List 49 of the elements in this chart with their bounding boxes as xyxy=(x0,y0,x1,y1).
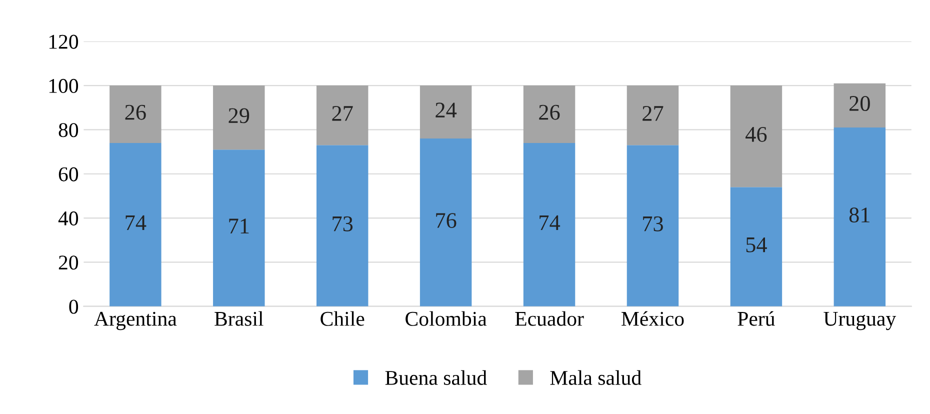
x-tick-label: Colombia xyxy=(406,311,487,326)
x-tick-label: Ecuador xyxy=(515,311,584,326)
data-label: 76 xyxy=(436,213,456,228)
data-label: 54 xyxy=(746,237,767,252)
bar xyxy=(213,86,265,150)
bar xyxy=(110,142,162,306)
bar xyxy=(730,86,782,188)
bar xyxy=(626,145,679,306)
data-label: 74 xyxy=(126,215,146,230)
bar xyxy=(420,86,472,139)
data-label: 27 xyxy=(642,106,664,121)
x-tick-label: Argentina xyxy=(94,312,177,330)
bar xyxy=(523,86,576,143)
y-tick-label: 40 xyxy=(58,211,78,226)
data-label: 73 xyxy=(643,216,663,232)
data-label: 29 xyxy=(228,108,250,124)
x-tick-label: Chile xyxy=(320,311,364,326)
bar xyxy=(523,142,576,306)
y-tick-label: 0 xyxy=(69,300,78,314)
data-label: 73 xyxy=(332,216,353,232)
y-tick-label: 20 xyxy=(58,256,78,270)
legend-label: Mala salud xyxy=(550,370,642,385)
bar xyxy=(626,86,679,146)
data-label: 26 xyxy=(539,104,560,120)
data-label: 81 xyxy=(849,208,870,222)
data-label: 24 xyxy=(436,102,457,118)
y-tick-label: 120 xyxy=(49,34,78,49)
y-tick-label: 100 xyxy=(49,78,78,93)
data-label: 20 xyxy=(850,96,870,111)
x-tick-label: Uruguay xyxy=(824,312,896,330)
bar xyxy=(730,187,782,306)
y-tick-label: 80 xyxy=(58,123,78,138)
bar xyxy=(110,86,162,143)
bar xyxy=(834,83,886,128)
data-label: 71 xyxy=(229,218,249,234)
bar xyxy=(834,128,886,306)
data-label: 27 xyxy=(332,106,353,121)
legend-label: Buena salud xyxy=(385,370,487,385)
bar xyxy=(316,145,368,306)
bar xyxy=(316,86,368,146)
x-tick-label: México xyxy=(622,311,684,326)
bar xyxy=(420,138,472,306)
y-tick-label: 60 xyxy=(58,167,78,182)
x-tick-label: Brasil xyxy=(214,311,264,326)
bar xyxy=(213,150,265,306)
data-label: 46 xyxy=(746,126,767,142)
x-tick-label: Perú xyxy=(738,311,775,326)
data-label: 26 xyxy=(125,104,146,120)
data-label: 74 xyxy=(540,215,560,230)
